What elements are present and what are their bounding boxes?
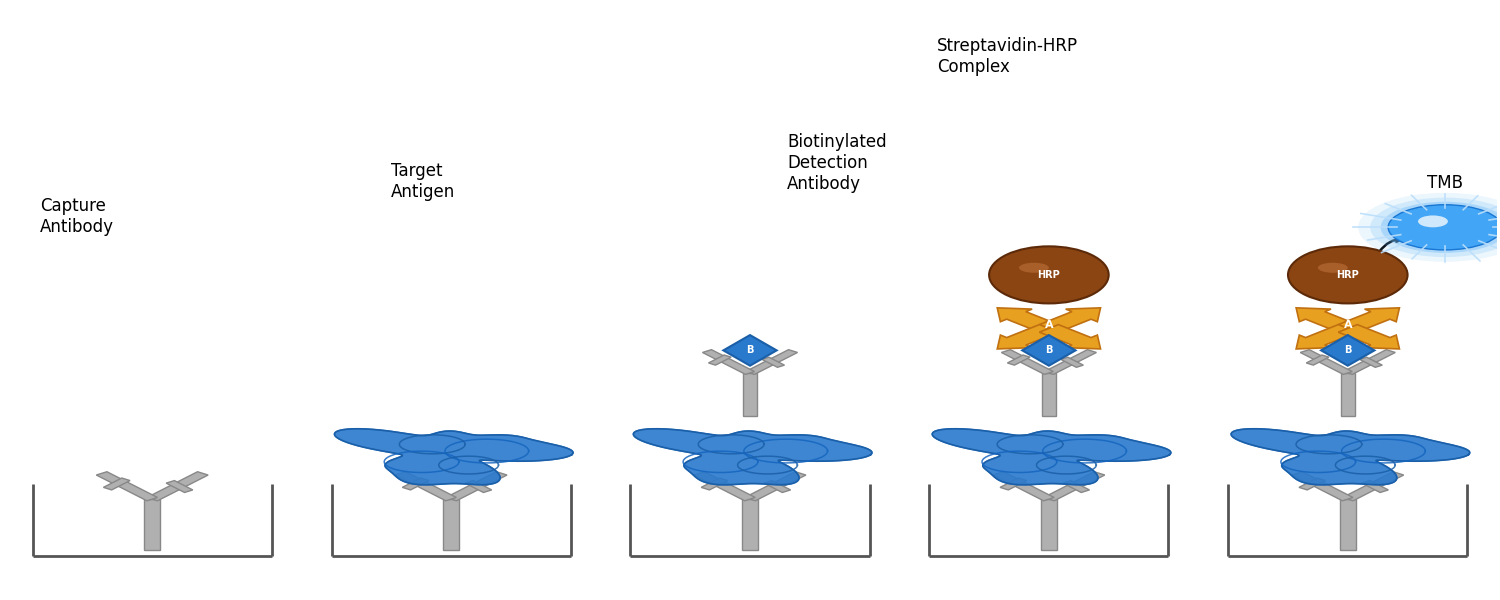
Polygon shape — [1362, 481, 1389, 493]
Text: HRP: HRP — [1336, 270, 1359, 280]
Polygon shape — [1002, 350, 1053, 374]
Circle shape — [1370, 197, 1500, 257]
Ellipse shape — [1288, 247, 1407, 304]
Polygon shape — [764, 481, 790, 493]
Polygon shape — [708, 355, 730, 365]
Text: Target
Antigen: Target Antigen — [392, 162, 456, 200]
Polygon shape — [166, 481, 194, 493]
Text: Capture
Antibody: Capture Antibody — [40, 197, 114, 236]
Polygon shape — [402, 478, 429, 490]
Polygon shape — [1000, 478, 1026, 490]
Polygon shape — [742, 373, 758, 416]
Text: B: B — [1046, 346, 1053, 355]
Polygon shape — [1296, 308, 1358, 332]
Polygon shape — [1299, 478, 1326, 490]
Polygon shape — [1042, 373, 1056, 416]
Polygon shape — [1040, 325, 1101, 349]
Polygon shape — [1338, 308, 1400, 332]
Polygon shape — [1041, 499, 1058, 550]
Polygon shape — [1040, 308, 1101, 332]
Polygon shape — [1341, 373, 1354, 416]
Polygon shape — [1064, 481, 1089, 493]
Polygon shape — [1300, 350, 1353, 374]
Polygon shape — [1060, 357, 1083, 367]
Ellipse shape — [1019, 263, 1048, 273]
Polygon shape — [394, 472, 456, 501]
Circle shape — [1418, 215, 1448, 227]
Circle shape — [1388, 205, 1500, 250]
Text: Streptavidin-HRP
Complex: Streptavidin-HRP Complex — [938, 37, 1078, 76]
Polygon shape — [1306, 355, 1329, 365]
Polygon shape — [762, 357, 784, 367]
Polygon shape — [442, 499, 459, 550]
Polygon shape — [1292, 472, 1353, 501]
Polygon shape — [96, 472, 158, 501]
Polygon shape — [700, 478, 727, 490]
Text: HRP: HRP — [1038, 270, 1060, 280]
Text: B: B — [747, 346, 753, 355]
Polygon shape — [932, 429, 1172, 485]
Polygon shape — [334, 429, 573, 485]
Polygon shape — [694, 472, 756, 501]
Polygon shape — [1322, 335, 1374, 365]
Text: B: B — [1344, 346, 1352, 355]
Polygon shape — [998, 325, 1059, 349]
Polygon shape — [998, 308, 1059, 332]
Ellipse shape — [988, 247, 1108, 304]
Polygon shape — [1344, 350, 1395, 374]
Polygon shape — [1044, 350, 1096, 374]
Text: A: A — [1344, 320, 1352, 331]
Polygon shape — [742, 499, 758, 550]
Polygon shape — [446, 472, 507, 501]
Polygon shape — [104, 478, 130, 490]
Polygon shape — [633, 429, 872, 485]
Polygon shape — [723, 335, 777, 365]
Polygon shape — [1296, 325, 1358, 349]
Polygon shape — [744, 472, 806, 501]
Text: Biotinylated
Detection
Antibody: Biotinylated Detection Antibody — [788, 133, 886, 193]
Text: TMB: TMB — [1426, 173, 1462, 191]
Polygon shape — [1232, 429, 1470, 485]
Polygon shape — [993, 472, 1054, 501]
Polygon shape — [1338, 325, 1400, 349]
Polygon shape — [144, 499, 160, 550]
Polygon shape — [465, 481, 492, 493]
Polygon shape — [1044, 472, 1106, 501]
Circle shape — [1380, 202, 1500, 253]
Polygon shape — [1008, 355, 1031, 365]
Polygon shape — [702, 350, 754, 374]
Ellipse shape — [1318, 263, 1348, 273]
Polygon shape — [1342, 472, 1404, 501]
Polygon shape — [147, 472, 208, 501]
Polygon shape — [746, 350, 798, 374]
Polygon shape — [1340, 499, 1356, 550]
Polygon shape — [1023, 335, 1076, 365]
Polygon shape — [1359, 357, 1383, 367]
Circle shape — [1358, 193, 1500, 262]
Text: A: A — [1044, 320, 1053, 331]
